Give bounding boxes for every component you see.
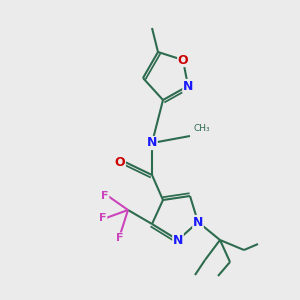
Text: N: N xyxy=(183,80,193,92)
Text: N: N xyxy=(147,136,157,149)
Text: CH₃: CH₃ xyxy=(193,124,210,133)
Text: F: F xyxy=(116,233,124,243)
Text: N: N xyxy=(173,233,183,247)
Text: N: N xyxy=(193,215,203,229)
Text: F: F xyxy=(101,191,109,201)
Text: F: F xyxy=(99,213,107,223)
Text: O: O xyxy=(178,53,188,67)
Text: O: O xyxy=(115,155,125,169)
